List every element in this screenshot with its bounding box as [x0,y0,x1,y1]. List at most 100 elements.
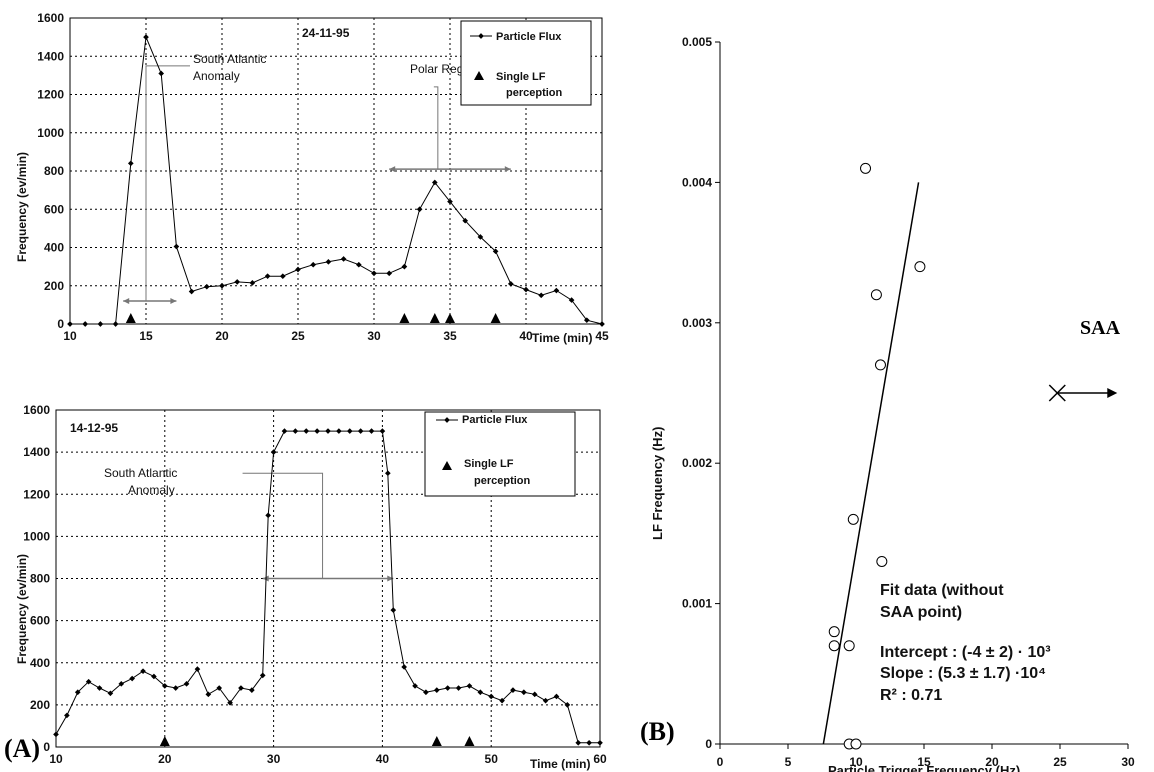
bottom-data-point [183,680,190,687]
top-ytick-label: 600 [44,202,64,216]
bottom-legend: Particle Flux Single LF perception [424,411,576,497]
top-xtick-label: 40 [519,329,533,343]
right-ytick-label: 0.005 [682,35,712,49]
top-data-point [401,263,408,270]
bottom-ytick-label: 400 [30,656,50,670]
bottom-xtick-label: 30 [267,752,281,766]
bottom-data-point [281,428,288,434]
top-saa-arrowhead [170,298,177,305]
bottom-data-point [303,428,310,434]
top-saa-label-line2: Anomaly [193,69,240,83]
right-scatter-point [874,359,886,371]
bottom-xtick-label: 60 [593,752,607,766]
right-xlabel: Particle Trigger Frequency (Hz) [828,763,1020,772]
bottom-data-point [401,664,407,670]
bottom-data-point [292,428,299,434]
right-xtick-label: 30 [1121,755,1135,769]
bottom-data-point [466,683,473,689]
bottom-ytick-label: 0 [43,740,50,754]
top-ticks: 10 15 20 25 30 35 40 45 0 200 400 600 800 1000 1200 140… [37,11,609,343]
bottom-series [53,428,603,746]
top-polar-arrowhead [389,166,396,173]
top-data-point [416,206,423,213]
bottom-data-point [238,685,244,691]
right-scatter-point [860,162,872,174]
top-xtick-label: 10 [63,329,77,343]
top-data-point [507,281,514,287]
bottom-legend-single-lf: Single LF [464,458,514,470]
bottom-data-point [64,712,70,719]
bottom-legend-triangle-swatch [442,461,452,470]
top-data-point [219,282,225,289]
right-scatter-point [843,640,855,652]
right-scatter-point [850,738,862,750]
bottom-data-point [227,699,233,706]
bottom-data-point [270,449,277,455]
bottom-data-point [390,607,397,613]
bottom-ytick-label: 800 [30,572,50,586]
bottom-data-point [368,428,375,434]
top-data-point [203,283,210,290]
top-data-point [553,287,560,294]
right-r2-text: R² : 0.71 [880,687,942,704]
top-legend: Particle Flux Single LF perception [460,20,592,106]
top-series-line [70,35,603,325]
bottom-ytick-label: 1200 [23,487,50,501]
right-saa-label: SAA [1080,317,1121,339]
top-ytick-label: 1000 [37,126,64,140]
top-data-point [355,261,362,268]
bottom-date-label: 14-12-95 [70,421,118,435]
bottom-markers [159,736,475,746]
panel-label-b: (B) [640,717,675,746]
top-data-point [447,198,453,205]
bottom-data-point [542,697,549,704]
top-data-point [188,288,195,295]
bottom-saa-label-line1: South Atlantic [104,466,177,480]
top-xtick-label: 30 [367,329,381,343]
top-data-point [112,321,119,327]
top-data-point [67,321,73,327]
right-fit-segment [822,182,920,745]
bottom-ylabel: Frequency (ev/min) [15,554,29,664]
top-lf-marker [445,313,455,323]
bottom-data-point [385,470,391,477]
top-data-point [431,179,438,186]
top-lf-marker [399,313,410,323]
bottom-data-point [488,693,495,700]
bottom-data-point [346,428,353,434]
right-ytick-label: 0 [705,737,712,751]
right-fit-text-line2: SAA point) [880,604,962,621]
right-ytick-label: 0.003 [682,316,712,330]
top-lf-marker [490,313,501,323]
top-data-point [249,280,256,286]
bottom-ticks: 10 20 30 40 50 600200400600800100012001400160… [23,403,607,766]
bottom-saa-leader [242,472,324,579]
top-legend-triangle-swatch [474,71,484,80]
bottom-data-point [423,689,429,696]
top-polar-leader [433,86,439,170]
top-data-point [234,279,241,285]
bottom-ytick-label: 600 [30,614,50,628]
bottom-data-point [531,691,538,698]
top-ytick-label: 400 [44,241,64,255]
right-points [828,162,926,750]
bottom-data-point [107,690,114,697]
right-intercept-text: Intercept : (-4 ± 2) · 10³ [880,644,1051,661]
top-data-point [264,273,271,280]
top-data-point [568,297,575,303]
bottom-data-point [249,687,255,693]
top-series [67,34,605,327]
bottom-data-point [412,683,418,689]
right-scatter-point [876,555,888,567]
top-data-point [599,321,605,327]
right-xtick-label: 0 [717,755,724,769]
right-scatter-point [828,640,840,652]
top-data-point [462,217,469,224]
bottom-ytick-label: 200 [30,698,50,712]
bottom-data-point [477,689,484,696]
bottom-lf-marker [464,736,475,746]
top-date-label: 24-11-95 [302,26,350,40]
right-scatter-point [847,513,859,525]
chart-top: South Atlantic Anomaly Polar Region 10 15… [15,11,609,345]
bottom-data-point [172,685,179,691]
